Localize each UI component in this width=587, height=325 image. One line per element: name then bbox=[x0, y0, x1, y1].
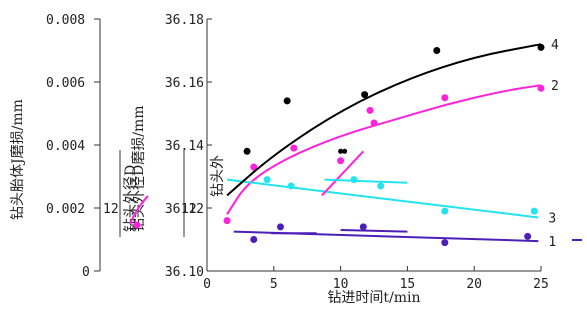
left-tick-label: 0.006 bbox=[46, 76, 85, 91]
series-4-curve bbox=[226, 43, 542, 197]
series-3-point bbox=[441, 207, 449, 215]
series-2-point bbox=[290, 144, 298, 152]
series-4: 4 bbox=[226, 38, 559, 197]
series-2-curve bbox=[226, 84, 542, 215]
left-axis-title: 钻头胎体J磨损/mm bbox=[10, 99, 26, 220]
y-tick-label: 36.14 bbox=[165, 139, 204, 154]
series-1-point bbox=[441, 239, 449, 247]
series-2-point bbox=[537, 84, 545, 92]
overlap-point bbox=[133, 221, 141, 229]
series-3-point bbox=[350, 176, 358, 184]
left-tick-label: 0.008 bbox=[46, 13, 85, 28]
series-1: 1 bbox=[233, 223, 556, 250]
series-2-point bbox=[366, 106, 374, 114]
y-tick-label: 36.12 bbox=[165, 202, 204, 217]
series-4-label: 4 bbox=[551, 38, 559, 53]
series-3-point bbox=[377, 182, 385, 190]
overlap-text: 钻头外 bbox=[210, 155, 226, 197]
series-4-point bbox=[433, 47, 441, 54]
x-tick-label: 5 bbox=[270, 277, 278, 292]
series-1-point bbox=[250, 236, 258, 243]
y-tick-label: 36.16 bbox=[165, 76, 204, 91]
series-2-point bbox=[370, 119, 378, 127]
series-4-point bbox=[283, 97, 291, 105]
left-tick-label: 0 bbox=[82, 265, 90, 280]
series-1-label: 1 bbox=[548, 235, 556, 250]
overlap-text: 12 bbox=[103, 202, 119, 217]
left-tick-label: 0.002 bbox=[46, 202, 85, 217]
x-axis-title: 钻进时间t/min bbox=[327, 290, 420, 306]
x-tick-label: 10 bbox=[333, 277, 349, 292]
series-3-label: 3 bbox=[548, 211, 556, 226]
series-2-point bbox=[441, 94, 449, 102]
fragment-line bbox=[324, 178, 408, 184]
overlap-artifacts: 12 钻头外径D磨损/mm 钻头外径D 钻头外 12 bbox=[103, 106, 582, 241]
series-3: 3 bbox=[226, 176, 556, 226]
series-2-point bbox=[223, 217, 231, 225]
fragment-line bbox=[321, 150, 365, 197]
series-2-point bbox=[250, 163, 258, 171]
series-2-point bbox=[337, 157, 345, 165]
overlap-text: 12 bbox=[181, 202, 197, 217]
y-ticks: 36.10 36.12 36.14 36.16 36.18 bbox=[165, 13, 212, 280]
series-4-point bbox=[537, 43, 545, 51]
y-tick-label: 36.18 bbox=[165, 13, 204, 28]
left-tick-label: 0.004 bbox=[46, 139, 85, 154]
left-axis: 0.008 0.006 0.004 0.002 0 钻头胎体J磨损/mm bbox=[10, 13, 101, 280]
series-3-curve bbox=[226, 178, 539, 219]
series-1-point bbox=[524, 232, 532, 240]
series-layer: 1 2 3 4 bbox=[223, 38, 559, 250]
series-2-label: 2 bbox=[551, 79, 559, 94]
series-1-point bbox=[359, 223, 367, 231]
x-ticks: 0 5 10 15 20 25 bbox=[203, 266, 549, 292]
series-3-point bbox=[287, 182, 295, 190]
x-tick-label: 0 bbox=[203, 277, 211, 292]
x-tick-label: 20 bbox=[466, 277, 482, 292]
overlap-curve-fragment bbox=[129, 195, 149, 225]
series-3-point bbox=[530, 207, 538, 215]
fragment-point bbox=[338, 148, 344, 154]
series-1-point bbox=[276, 223, 284, 231]
y-tick-label: 36.10 bbox=[165, 265, 204, 280]
series-2: 2 bbox=[223, 79, 559, 225]
series-4-point bbox=[361, 91, 369, 99]
series-3-point bbox=[263, 176, 271, 184]
x-tick-label: 25 bbox=[533, 277, 549, 292]
fragment-line bbox=[340, 229, 408, 233]
main-axes: 0 5 10 15 20 25 36.10 36.12 36.14 36.16 36.18 钻进时… bbox=[165, 13, 549, 306]
fragment-point bbox=[342, 148, 348, 154]
series-4-point bbox=[243, 147, 251, 155]
x-tick-label: 15 bbox=[400, 277, 416, 292]
